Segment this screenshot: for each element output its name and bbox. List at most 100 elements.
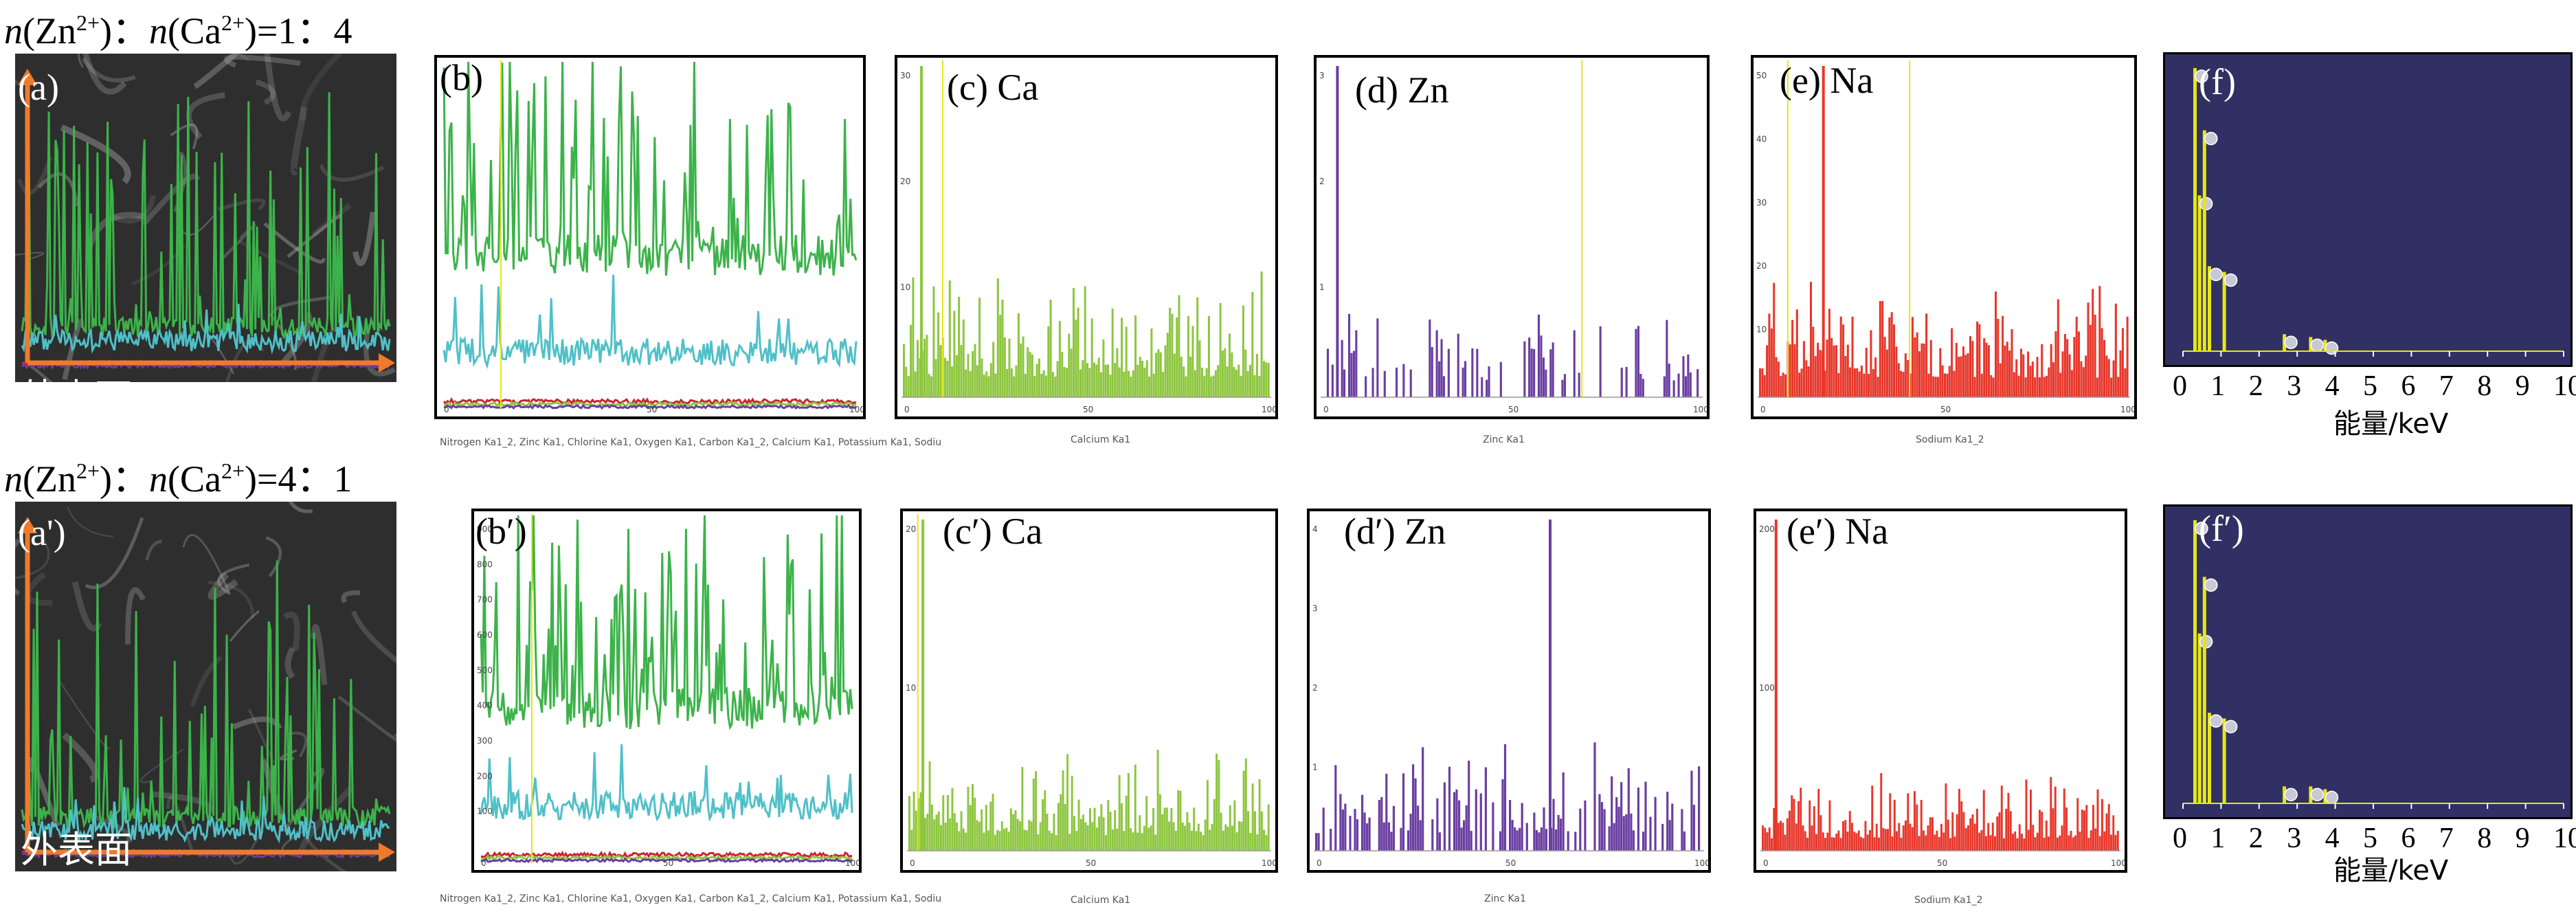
sem-a-fiber-22 [78,54,84,68]
panel-e-bars-bar-138 [2078,331,2081,397]
panel-c-bars-bar-144 [1233,367,1235,397]
panel-e-prime-bars-bar-154 [2105,813,2108,851]
panel-e-bars-bar-109 [2011,328,2013,397]
panel-e-bars-bar-125 [2048,367,2050,397]
panel-c-prime-bars-bar-67 [1060,794,1062,851]
panel-c-prime-bars-bar-8 [926,814,929,851]
panel-e-bars-bar-2 [1763,375,1766,397]
panel-c-prime-bars-bar-80 [1089,808,1091,851]
panel-c-prime-bars-bar-86 [1102,817,1105,851]
panel-c-bars-bar-120 [1178,295,1180,397]
panel-c-bars-bar-158 [1265,362,1268,397]
panel-e-prime-bars-bar-43 [1857,830,1860,851]
panel-c-ytick-2: 30 [900,71,910,80]
panel-f-xtick-label-4: 4 [2325,370,2340,402]
panel-c-bars-bar-114 [1164,345,1167,397]
sem-image-a-prime [15,502,396,871]
panel-e-prime-tick-0: 0 [1763,858,1769,868]
panel-c-bars-bar-49 [1015,365,1018,397]
panel-c-bars-bar-126 [1191,326,1194,397]
panel-c-prime-bars-bar-93 [1118,774,1121,851]
panel-e-prime-bars-bar-74 [1927,825,1929,851]
panel-c-bars-bar-107 [1148,376,1151,397]
panel-d-prime-bars-bar-123 [1613,823,1615,851]
panel-e-tick-1: 50 [1940,405,1951,414]
panel-d-bars-bar-148 [1672,380,1675,397]
panel-c-prime-bars-bar-157 [1263,829,1266,851]
panel-d-prime-bars-bar-84 [1519,827,1521,851]
panel-c-prime-bars-bar-138 [1220,812,1222,851]
panel-d-prime-bars-bar-85 [1521,803,1523,851]
panel-c-bars-bar-109 [1152,373,1155,397]
panel-e-bars-bar-14 [1791,320,1794,397]
panel-c-prime-bars-bar-25 [965,832,967,851]
panel-e-prime-bars-bar-78 [1936,830,1938,851]
panel-c-prime-bars-bar-26 [967,787,970,851]
panel-f-prime-xtick-label-9: 9 [2515,823,2530,854]
panel-d-prime: 1 2 3 4 0 50 100 [1307,509,1711,873]
panel-e-prime-bars-bar-126 [2043,838,2046,851]
panel-c-prime-bars-bar-49 [1019,821,1022,851]
panel-c-prime-bars-bar-15 [942,795,945,851]
panel-d-bars-bar-9 [1343,369,1346,397]
panel-c-bars-bar-25 [960,345,963,397]
sem-a-prime-fiber-34 [217,563,250,595]
panel-c-bars-bar-40 [994,373,997,397]
panel-f-peak-1 [2197,195,2202,351]
panel-c-bars-bar-23 [955,355,958,397]
panel-d-prime-bars-bar-20 [1363,812,1366,851]
panel-c-prime-bars-bar-17 [946,795,949,851]
panel-f-xtick-label-1: 1 [2210,370,2226,402]
panel-c-bars-bar-135 [1212,375,1215,397]
panel-e-bars-bar-157 [2121,328,2124,397]
panel-c-prime-bars-bar-127 [1195,831,1198,851]
panel-e-prime-bars-bar-135 [2063,788,2065,851]
panel-e-bars-bar-9 [1780,376,1782,397]
panel-c-prime-bars-bar-21 [956,822,958,851]
panel-e-prime-bars-bar-2 [1766,832,1769,851]
panel-e-prime-bars-bar-143 [2081,810,2083,851]
panel-c-prime-bars-bar-103 [1141,833,1143,851]
panel-d-prime-bars-bar-32 [1392,805,1395,851]
panel-e-bars-bar-83 [1951,328,1953,397]
panel-c-prime-bars-bar-135 [1213,799,1216,851]
panel-d-prime-bars-bar-125 [1617,807,1620,851]
panel-e-bars-bar-59 [1895,346,1898,397]
panel-d-prime-bars-bar-63 [1468,760,1470,851]
panel-e-bars-bar-115 [2024,377,2027,397]
panel-f-xtick-label-10: 10 [2553,370,2576,402]
panel-e-ytick-3: 40 [1756,134,1767,144]
panel-c-bars-bar-136 [1214,370,1217,397]
panel-e-bars-bar-76 [1934,377,1937,397]
panel-c-bars-bar-63 [1047,326,1050,397]
panel-c-bars-bar-15 [937,312,940,397]
panel-d-prime-bars-bar-98 [1552,799,1555,851]
panel-c-bars-bar-79 [1084,286,1086,397]
panel-c-prime-bars-bar-75 [1077,799,1080,851]
sem-a-prime-y-arrowhead [18,517,37,533]
panel-c-bars-bar-103 [1139,357,1141,397]
panel-d-bars-bar-75 [1499,361,1502,397]
panel-f-prime-peak-4 [2222,718,2226,803]
panel-d-prime-bars-bar-124 [1615,797,1618,851]
panel-e-prime-bars-bar-148 [2092,805,2094,851]
sem-a-prime-fiber-3 [166,796,195,856]
panel-e-prime-bars-bar-115 [2018,824,2021,851]
panel-d-prime-bars-bar-126 [1620,782,1623,851]
axis-e-prime: Sodium Ka1_2 [1914,895,1983,906]
panel-f-xtick-label-5: 5 [2363,370,2377,402]
panel-b-prime: 100 200 300 400 500 600 700 800 900 0 50 100 [471,509,862,873]
panel-c-prime-bars-bar-122 [1184,825,1187,851]
panel-c-prime-bars-bar-54 [1030,821,1033,851]
panel-e-prime-bars-bar-130 [2052,808,2054,851]
panel-e-prime-bars-bar-37 [1844,820,1847,851]
panel-c-prime-bars-bar-45 [1009,808,1012,851]
panel-d-bars-bar-88 [1530,348,1533,397]
panel-e-bars-bar-6 [1773,282,1776,397]
panel-c-prime-bars-bar-91 [1114,810,1117,851]
panel-c-prime-bars-bar-92 [1116,828,1119,851]
panel-d-prime-bars-bar-68 [1479,793,1482,851]
panel-c-prime-bars-bar-3 [915,810,917,851]
panel-e-prime-bars [1762,773,2119,851]
panel-c-prime-bars-bar-110 [1156,749,1159,851]
